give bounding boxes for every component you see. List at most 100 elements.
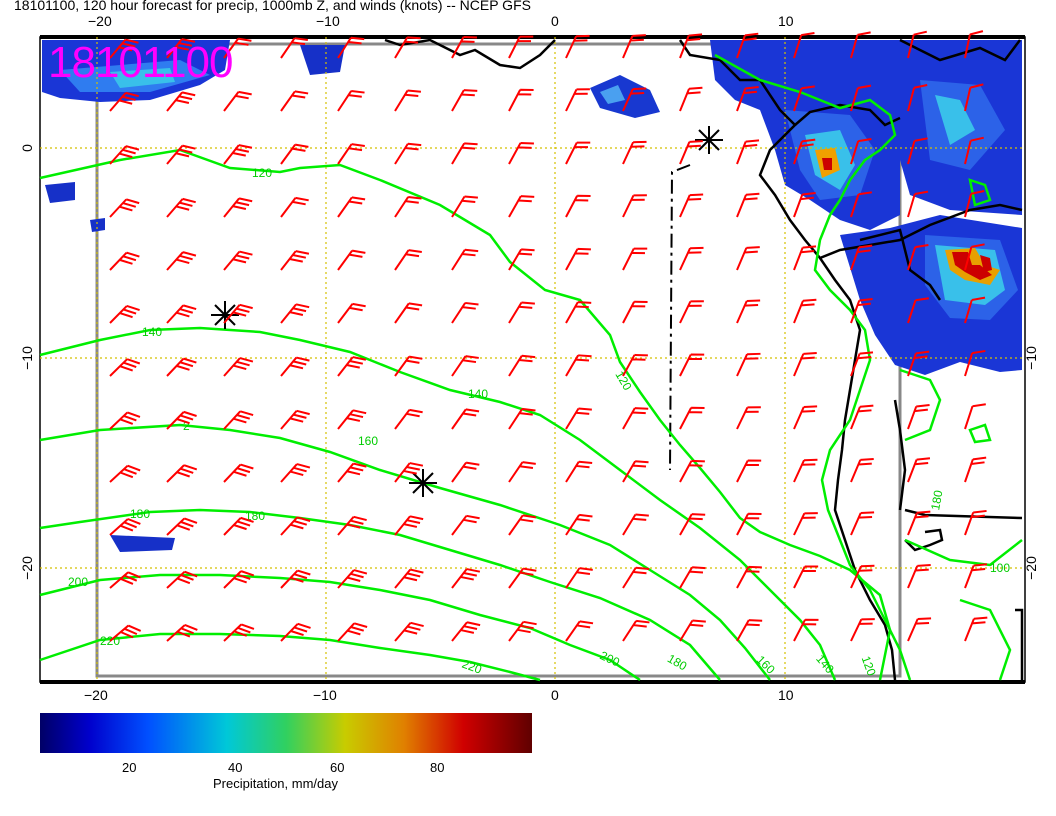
wind-barb [736, 299, 761, 324]
wind-barb [508, 354, 536, 377]
contour-label: 160 [358, 434, 378, 448]
dashed-boundary [669, 164, 691, 471]
wind-barb [451, 301, 479, 324]
wind-barb [565, 460, 593, 483]
wind-barb [736, 512, 762, 536]
wind-barb [109, 251, 140, 271]
wind-barb [850, 297, 873, 324]
top-tick-label: 10 [778, 13, 794, 29]
wind-barb [679, 246, 704, 271]
wind-barb [166, 38, 196, 59]
wind-barb [508, 248, 535, 271]
wind-barb [850, 458, 874, 483]
wind-barb [280, 569, 311, 589]
wind-barb [736, 459, 762, 483]
wind-barb [508, 88, 534, 112]
storm-center-icon [211, 301, 239, 329]
wind-barb [109, 38, 139, 59]
wind-barb [508, 567, 537, 589]
wind-barb [223, 623, 255, 642]
wind-barb [793, 352, 817, 377]
wind-barb [394, 249, 422, 271]
wind-barb [337, 569, 368, 589]
contour-label: 120 [252, 166, 272, 180]
wind-barb [337, 196, 366, 218]
wind-barb [166, 91, 196, 112]
wind-barb [166, 624, 198, 642]
map-title: 18101100, 120 hour forecast for precip, … [14, 0, 531, 13]
wind-barb [565, 247, 591, 271]
wind-barb [280, 463, 311, 483]
wind-barb [679, 353, 705, 377]
wind-barb [508, 35, 534, 59]
contour-label: 200 [68, 575, 88, 589]
wind-barb [223, 37, 252, 59]
wind-barb [736, 406, 761, 430]
wind-barb [964, 296, 986, 324]
wind-barb [394, 515, 424, 536]
wind-barb [622, 34, 646, 59]
wind-barb [622, 460, 649, 483]
wind-barb [964, 136, 984, 165]
wind-barb [508, 620, 537, 642]
wind-barb [565, 194, 591, 218]
wind-barb [907, 137, 928, 165]
wind-barb [508, 141, 534, 165]
wind-barb [679, 619, 706, 642]
wind-barb [736, 565, 762, 589]
top-tick-label: −20 [88, 13, 112, 29]
wind-barb [964, 30, 984, 59]
wind-barb [679, 33, 703, 59]
wind-barb [394, 89, 422, 112]
wind-barb [736, 352, 761, 377]
wind-barb [337, 143, 365, 165]
wind-barb [451, 621, 481, 642]
contour-label: 140 [142, 325, 162, 339]
wind-barb [280, 303, 310, 324]
wind-barb [793, 298, 817, 324]
wind-barb [394, 355, 423, 377]
wind-barb [508, 301, 535, 324]
wind-barb [907, 510, 931, 536]
wind-barb [223, 144, 253, 165]
wind-barb [850, 618, 875, 642]
wind-barb [280, 622, 311, 642]
wind-barb [622, 247, 648, 271]
wind-barb [964, 243, 985, 271]
colorbar-title: Precipitation, mm/day [213, 776, 338, 791]
wind-barb [964, 456, 987, 483]
wind-barb [679, 300, 704, 324]
wind-barb [166, 251, 197, 271]
wind-barb [565, 34, 590, 59]
wind-barb [565, 513, 593, 536]
wind-barb [337, 515, 367, 536]
wind-barb [109, 198, 140, 218]
wind-barb [109, 358, 141, 377]
top-tick-label: −10 [316, 13, 340, 29]
wind-barb [736, 619, 763, 642]
wind-barb [964, 190, 985, 218]
svg-text:100: 100 [990, 561, 1010, 575]
wind-barb [166, 197, 196, 218]
wind-barb [679, 193, 704, 218]
wind-barb [223, 570, 255, 589]
wind-barb [793, 405, 818, 430]
wind-barb [850, 137, 872, 165]
wind-barb [679, 140, 703, 165]
wind-barb [622, 300, 648, 324]
contour-label: 220 [460, 657, 484, 677]
wind-barb [736, 246, 760, 271]
wind-barb [394, 462, 424, 483]
contour-label: 140 [468, 387, 488, 401]
contour-label: 180 [928, 489, 945, 511]
wind-barb [508, 461, 536, 483]
wind-barb [565, 567, 593, 589]
wind-barb [337, 462, 367, 483]
wind-barb [793, 245, 817, 271]
wind-barb [679, 406, 705, 430]
left-tick-label: −10 [19, 346, 35, 370]
wind-barb [964, 83, 984, 112]
wind-barb [964, 509, 987, 536]
wind-barb [622, 140, 647, 165]
